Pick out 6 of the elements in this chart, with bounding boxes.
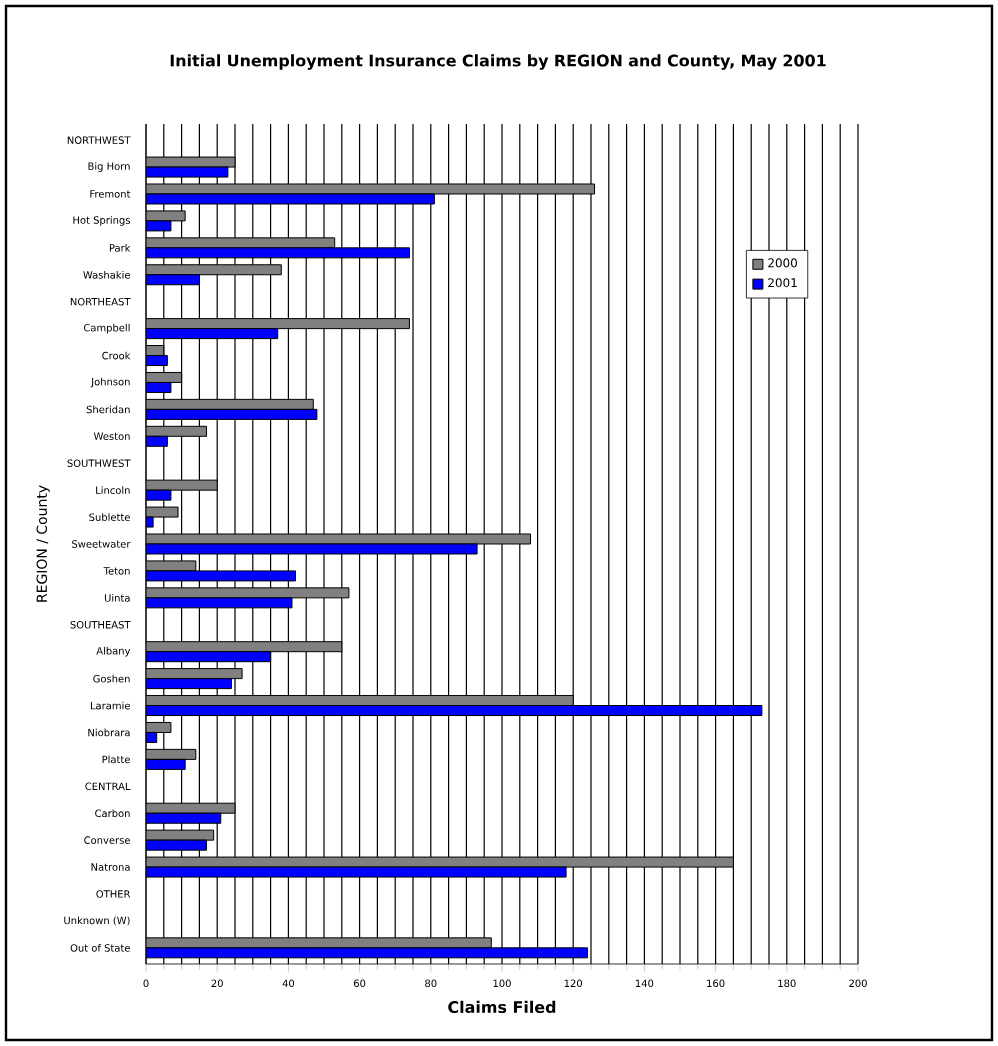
bar — [146, 318, 410, 330]
bar — [146, 705, 763, 717]
bar — [146, 695, 574, 707]
bar — [146, 947, 588, 959]
bar — [146, 937, 492, 949]
bar — [146, 247, 410, 259]
